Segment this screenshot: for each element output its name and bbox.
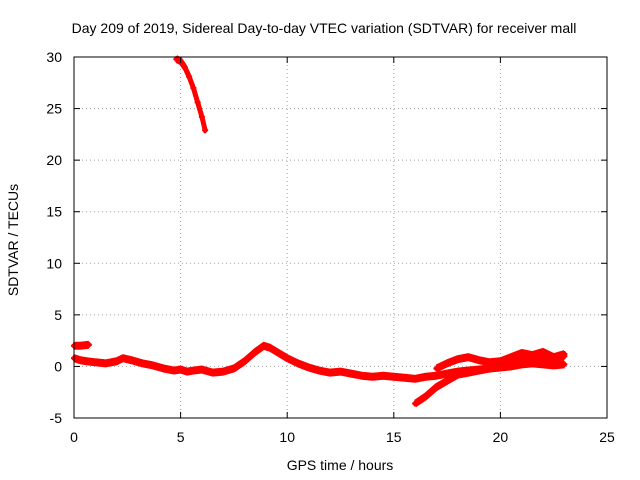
data-point: [128, 357, 135, 364]
data-point: [183, 368, 190, 375]
data-point: [476, 367, 483, 374]
data-point: [198, 113, 205, 120]
y-tick-label: 10: [46, 255, 62, 271]
data-point: [486, 359, 493, 366]
x-tick-label: 10: [279, 429, 295, 445]
data-point: [433, 372, 440, 379]
data-point: [267, 344, 274, 351]
data-point: [177, 366, 184, 373]
data-point: [120, 355, 127, 362]
y-tick-label: 0: [54, 358, 62, 374]
x-axis-label: GPS time / hours: [287, 457, 394, 473]
data-point: [518, 356, 525, 363]
data-point: [181, 64, 188, 71]
y-axis-label: SDTVAR / TECUs: [5, 184, 21, 296]
data-point: [444, 377, 451, 384]
x-tick-label: 0: [70, 429, 78, 445]
data-point: [252, 348, 259, 355]
data-point: [358, 372, 365, 379]
series-strand: [74, 340, 90, 345]
data-point: [316, 367, 323, 374]
data-series: [71, 340, 92, 350]
data-point: [497, 358, 504, 365]
data-point: [337, 368, 344, 375]
data-point: [444, 370, 451, 377]
data-point: [194, 99, 201, 106]
data-point: [326, 369, 333, 376]
data-point: [412, 375, 419, 382]
data-point: [92, 359, 99, 366]
data-point: [529, 352, 536, 359]
data-point: [433, 365, 440, 372]
y-tick-label: 5: [54, 307, 62, 323]
data-point: [186, 73, 193, 80]
data-series: [173, 55, 209, 134]
data-point: [113, 358, 120, 365]
data-point: [209, 369, 216, 376]
data-point: [160, 365, 167, 372]
data-point: [294, 360, 301, 367]
data-point: [454, 371, 461, 378]
data-point: [77, 357, 84, 364]
x-tick-label: 20: [493, 429, 509, 445]
x-tick-label: 5: [177, 429, 185, 445]
data-point: [77, 342, 84, 349]
data-point: [518, 350, 525, 357]
axis-ticks: 0 5 10 15 20 25 -5 0 5 10 15 20 25 30: [46, 49, 615, 445]
chart-title: Day 209 of 2019, Sidereal Day-to-day VTE…: [72, 20, 577, 36]
data-point: [540, 361, 547, 368]
data-point: [149, 362, 156, 369]
data-point: [390, 373, 397, 380]
data-point: [465, 354, 472, 361]
data-point: [305, 364, 312, 371]
x-tick-label: 25: [599, 429, 615, 445]
data-point: [198, 366, 205, 373]
y-tick-label: 20: [46, 152, 62, 168]
data-point: [508, 354, 515, 361]
data-point: [190, 367, 197, 374]
series-strand: [74, 345, 90, 350]
data-point: [83, 358, 90, 365]
data-point: [401, 374, 408, 381]
y-tick-label: 15: [46, 204, 62, 220]
data-point: [561, 361, 568, 368]
data-point: [486, 365, 493, 372]
plot-frame: [73, 56, 608, 419]
data-point: [284, 355, 291, 362]
x-tick-label: 15: [386, 429, 402, 445]
data-point: [202, 127, 209, 134]
data-point: [444, 360, 451, 367]
data-point: [476, 357, 483, 364]
data-point: [380, 372, 387, 379]
data-point: [422, 373, 429, 380]
data-point: [230, 365, 237, 372]
data-point: [220, 368, 227, 375]
data-point: [540, 348, 547, 355]
y-tick-label: 25: [46, 101, 62, 117]
data-point: [241, 358, 248, 365]
data-point: [171, 367, 178, 374]
data-point: [85, 341, 92, 348]
y-tick-label: -5: [50, 410, 63, 426]
data-point: [422, 393, 429, 400]
data-point: [369, 373, 376, 380]
data-layer: [71, 55, 568, 408]
data-point: [454, 356, 461, 363]
data-point: [465, 369, 472, 376]
data-point: [260, 342, 267, 349]
data-point: [190, 84, 197, 91]
data-point: [550, 354, 557, 361]
data-point: [139, 360, 146, 367]
data-series: [433, 347, 568, 373]
y-tick-label: 30: [46, 49, 62, 65]
data-point: [412, 400, 419, 407]
data-point: [102, 360, 109, 367]
data-point: [433, 384, 440, 391]
data-point: [561, 351, 568, 358]
data-point: [348, 370, 355, 377]
data-point: [550, 362, 557, 369]
data-point: [275, 350, 282, 357]
